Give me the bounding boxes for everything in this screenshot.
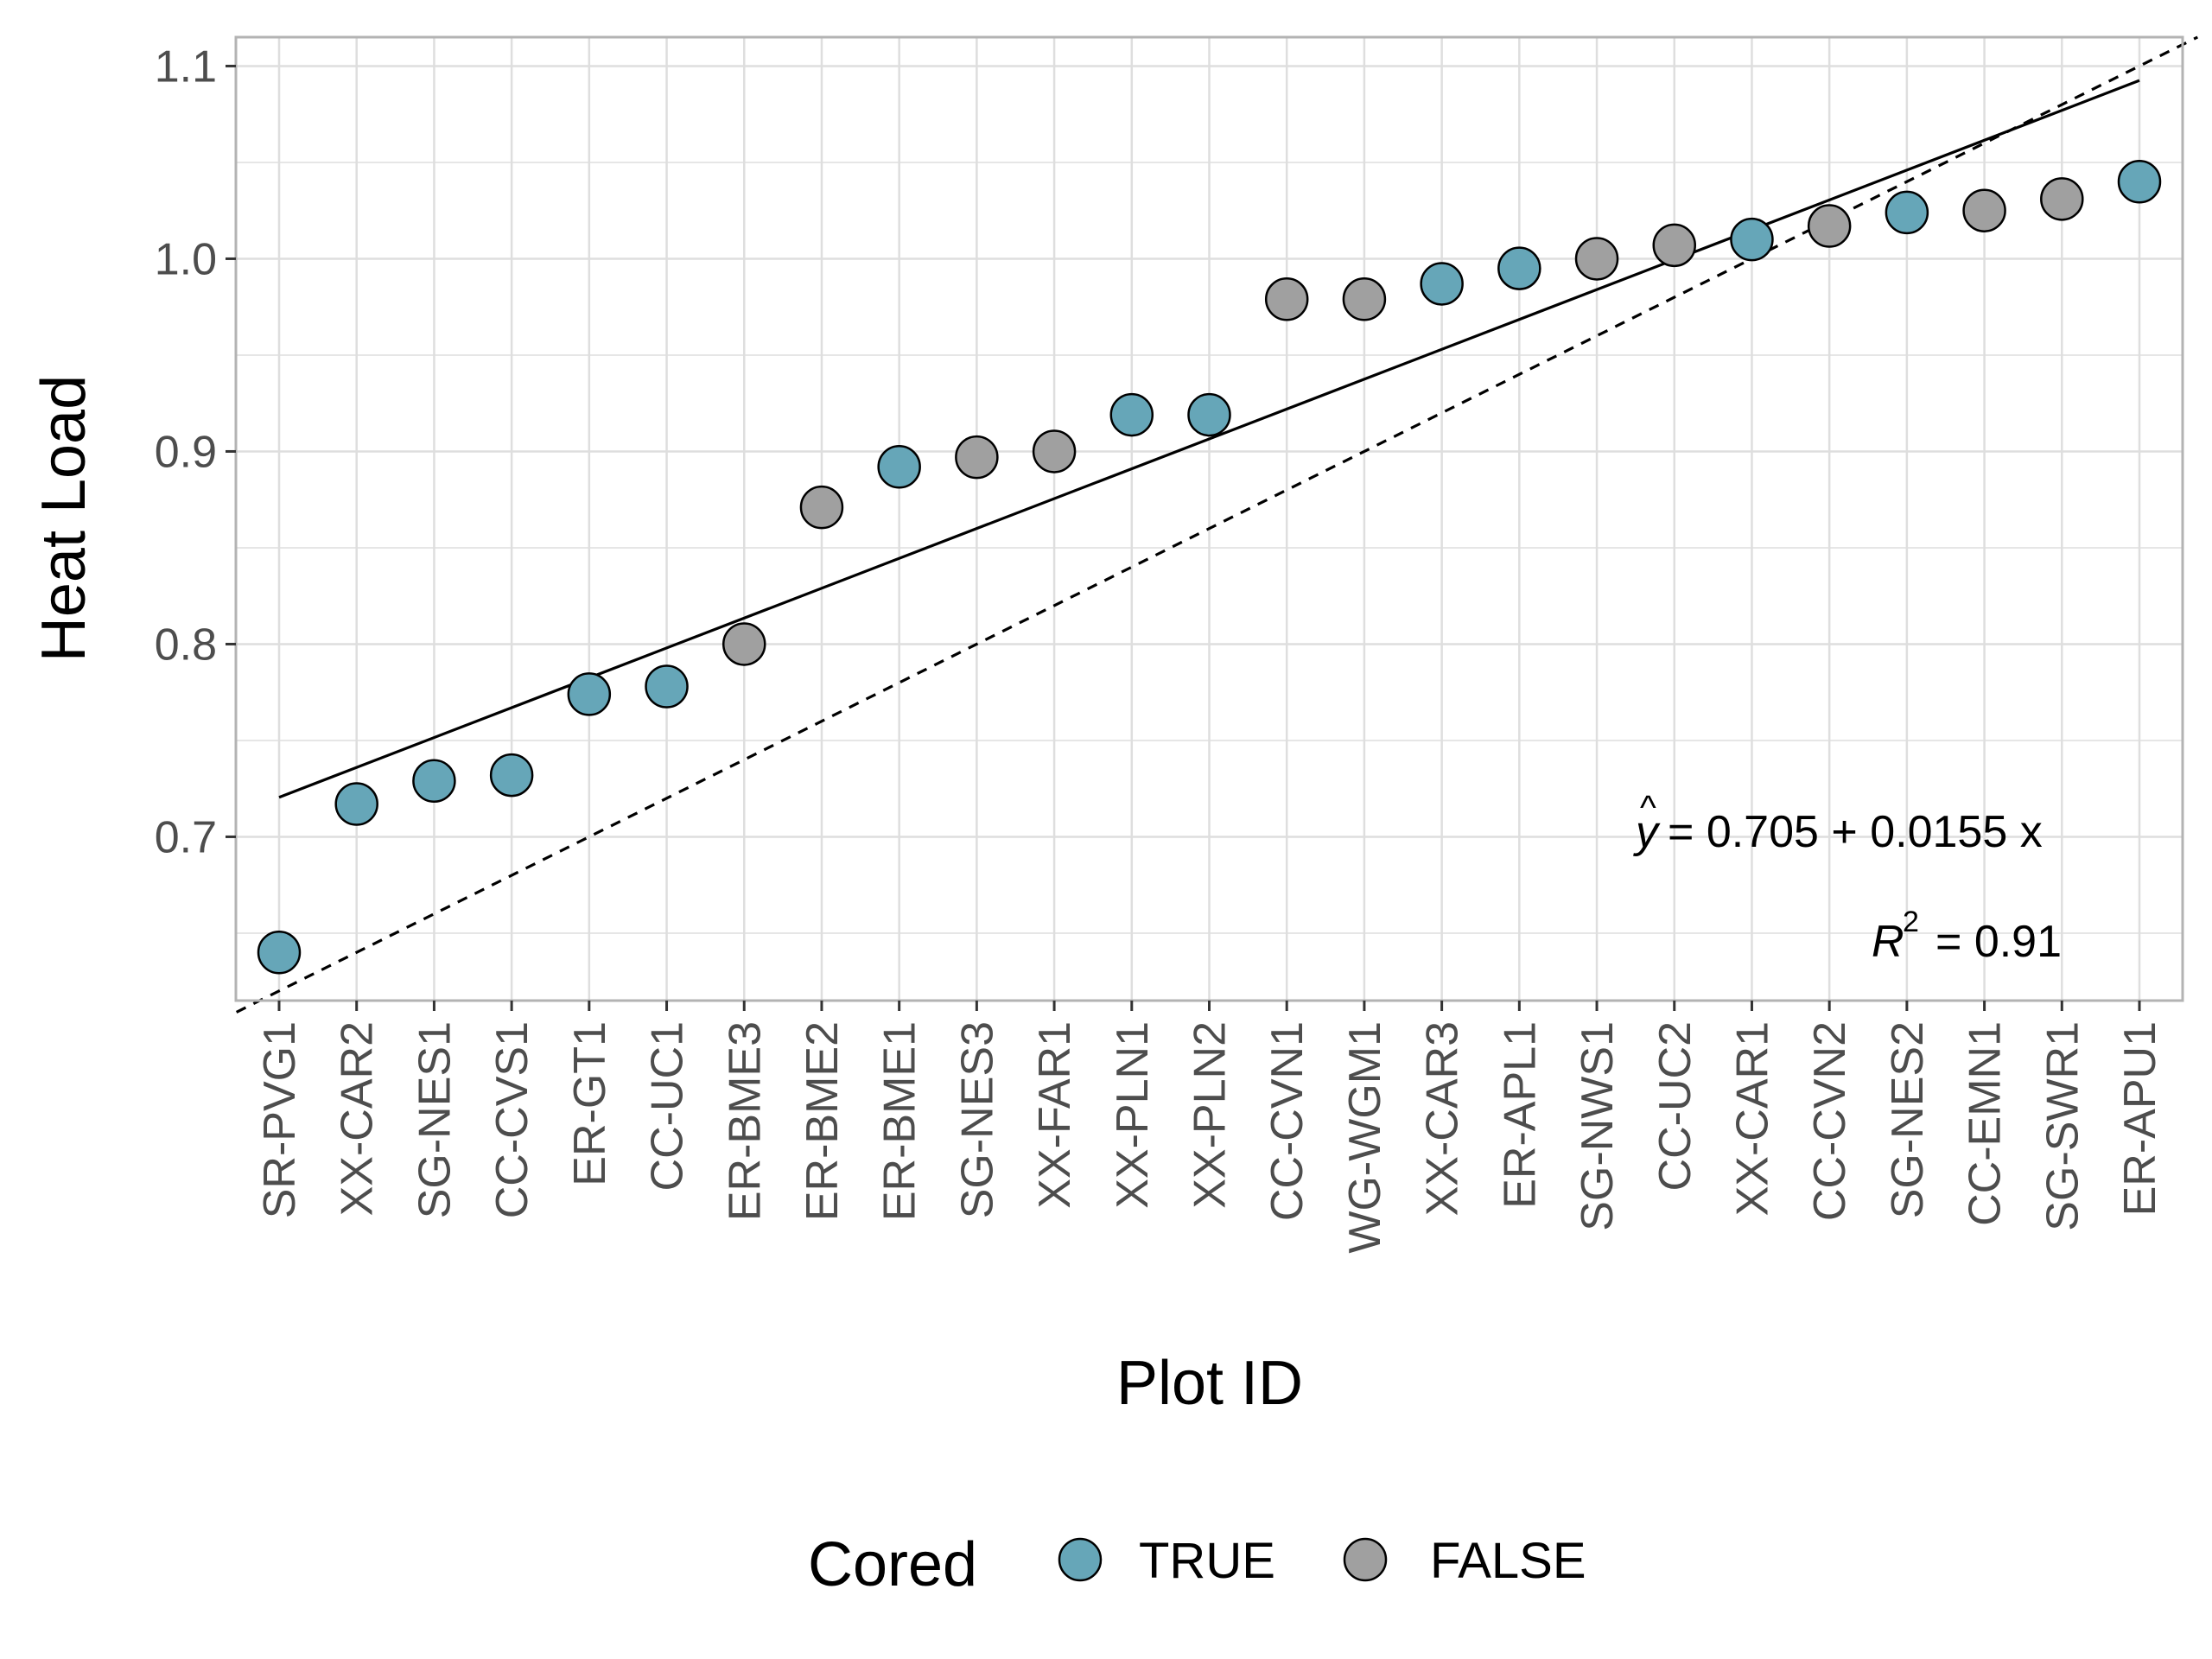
x-ticks: SR-PVG1 XX-CAR2 SG-NES1 CC-CVS1 ER-GT1 CC-UC1… [255,1001,2165,1254]
r2-sup: 2 [1903,906,1919,938]
data-point-not-cored [799,485,844,530]
x-axis-title: Plot ID [1116,1349,1303,1418]
data-point-cored [1497,246,1541,290]
x-tick-label: XX-CAR1 [1727,1021,1777,1216]
data-point-cored [567,672,612,716]
equation-hat-mark: ^ [1640,789,1656,827]
y-ticks: 0.7 0.8 0.9 1.0 1.1 [155,41,236,862]
data-point-cored [1730,217,1774,262]
data-point-cored [1109,392,1154,437]
x-tick-label: XX-PLN1 [1108,1021,1158,1209]
equation-annotation: y ^ = 0.705 + 0.0155 x [1633,789,2043,857]
y-tick-label: 0.8 [155,620,217,670]
x-tick-label: SG-NES1 [410,1021,460,1218]
x-tick-label: XX-FAR1 [1030,1021,1080,1209]
data-point-cored [1885,190,1929,235]
x-tick-label: CC-CVN2 [1805,1021,1855,1221]
x-tick-label: SG-NES3 [952,1021,1002,1218]
equation-rhs: = 0.705 + 0.0155 x [1668,807,2043,857]
data-point-not-cored [1032,429,1077,474]
x-tick-label: ER-BME1 [875,1021,925,1221]
x-tick-label: SG-NWS1 [1573,1021,1623,1231]
r2-annotation: R 2 = 0.91 [1872,906,2062,967]
y-tick-label: 1.0 [155,234,217,284]
data-point-cored [257,931,302,975]
r2-rhs: = 0.91 [1936,917,2062,967]
x-tick-label: CC-EMN1 [1961,1021,2011,1226]
reference-line [235,35,2198,1014]
r2-r: R [1872,917,1904,967]
y-tick-label: 0.9 [155,427,217,477]
x-tick-label: ER-BME2 [798,1021,848,1221]
data-point-cored [1420,262,1464,306]
legend: Cored TRUE FALSE [808,1530,1586,1599]
legend-title: Cored [808,1530,977,1599]
data-point-cored [489,753,534,798]
x-tick-label: XX-CAR2 [333,1021,383,1216]
legend-key-false [1343,1537,1388,1582]
x-tick-label: CC-CVS1 [487,1021,537,1218]
data-point-not-cored [1807,204,1852,248]
y-axis-title: Heat Load [29,375,99,662]
data-point-not-cored [955,435,999,480]
data-point-cored [334,782,378,826]
data-point-cored [1187,392,1231,437]
data-point-not-cored [2040,177,2084,221]
x-tick-label: CC-UC1 [643,1021,693,1191]
x-tick-label: WG-WGM1 [1340,1021,1390,1254]
legend-label-true: TRUE [1139,1533,1275,1589]
x-tick-label: ER-APU1 [2115,1021,2165,1216]
x-tick-label: XX-PLN2 [1185,1021,1236,1209]
data-point-not-cored [1652,223,1696,268]
x-tick-label: CC-CVN1 [1262,1021,1313,1221]
points-layer [257,160,2162,975]
x-tick-label: ER-GT1 [565,1021,615,1186]
x-tick-label: ER-APL1 [1495,1021,1545,1209]
data-point-not-cored [1342,277,1387,321]
grid-layer [236,37,2183,1001]
data-point-not-cored [1264,277,1309,321]
x-tick-label: SG-NES2 [1883,1021,1933,1218]
data-point-not-cored [1574,237,1619,281]
y-tick-label: 1.1 [155,41,217,92]
y-tick-label: 0.7 [155,812,217,862]
data-point-cored [412,759,456,804]
data-point-not-cored [1962,188,2006,232]
equation-y-hat: y [1633,807,1661,857]
data-point-cored [2117,160,2162,204]
x-tick-label: SG-SWR1 [2037,1021,2088,1231]
data-point-cored [877,445,921,489]
legend-key-true [1058,1537,1103,1582]
x-tick-label: CC-UC2 [1650,1021,1700,1191]
legend-label-false: FALSE [1430,1533,1586,1589]
x-tick-label: XX-CAR3 [1418,1021,1468,1216]
data-point-cored [645,664,689,709]
data-point-not-cored [722,622,766,666]
x-tick-label: ER-BME3 [720,1021,770,1221]
x-tick-label: SR-PVG1 [255,1021,305,1218]
